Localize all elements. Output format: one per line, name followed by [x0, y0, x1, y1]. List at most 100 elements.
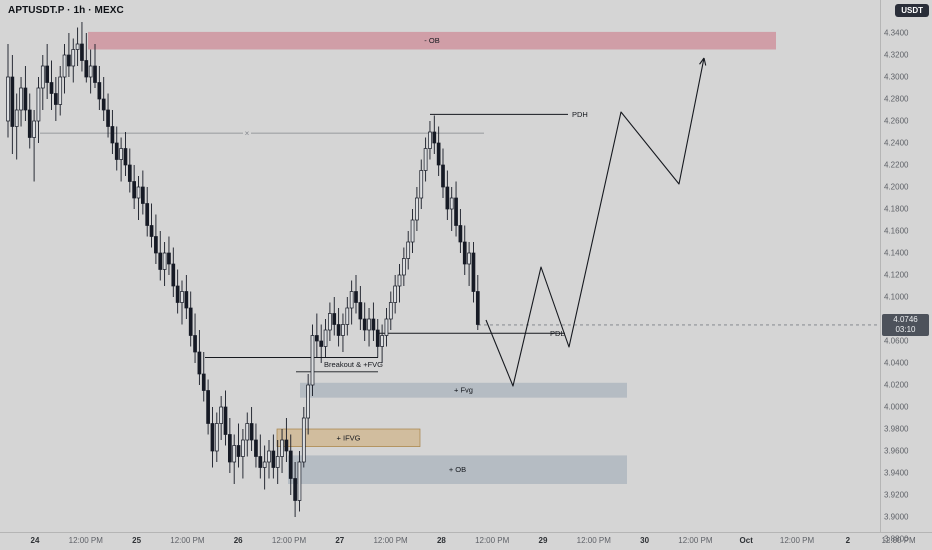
candles-layer [6, 22, 480, 517]
time-tick-label: 12:00 PM [68, 536, 103, 545]
bullish-ob-zone[interactable] [288, 455, 627, 484]
annotations-layer: PDH PDL Breakout & +FVG [324, 110, 588, 369]
price-tick-label: 3.9000 [884, 512, 909, 522]
candle-up [262, 461, 267, 468]
candle-down [27, 109, 32, 138]
time-scale[interactable]: 24 12:00 PM 25 12:00 PM 26 12:00 PM 27 12:00 PM… [0, 533, 932, 550]
candle-down [45, 65, 50, 83]
candle-down [106, 109, 110, 127]
breakout-label[interactable]: Breakout & +FVG [324, 360, 383, 369]
time-tick-label: 12:00 PM [779, 536, 815, 545]
candle-down [101, 98, 106, 111]
price-tick-label: 4.2800 [884, 94, 909, 104]
price-tick-label: 3.8800 [884, 534, 909, 544]
candle-down [175, 285, 180, 303]
candle-down [141, 186, 145, 204]
price-tick-label: 4.1000 [884, 292, 909, 302]
price-tick-label: 3.9200 [884, 490, 909, 500]
bullish-fvg-zone[interactable] [300, 382, 627, 398]
candle-up [310, 335, 315, 386]
candle-down [375, 329, 380, 347]
candle-up [415, 197, 419, 221]
candle-up [75, 43, 80, 50]
candle-down [158, 252, 163, 270]
candle-up [32, 120, 36, 138]
candle-down [371, 318, 376, 331]
candle-down [67, 54, 71, 67]
candle-up [397, 274, 402, 287]
time-tick-label: 24 [30, 536, 40, 545]
candle-up [423, 148, 428, 171]
candle-up [62, 54, 67, 78]
candle-up [6, 76, 10, 122]
price-scale[interactable]: 4.0746 03:10 4.3400 4.3200 4.3000 4.2800 4.2… [881, 0, 932, 550]
candle-up [328, 313, 332, 331]
candle-down [145, 203, 150, 226]
candle-up [345, 307, 350, 325]
price-tick-label: 4.0400 [884, 358, 909, 368]
time-tick-label: 27 [335, 536, 345, 545]
candle-down [49, 82, 54, 94]
bearish-ob-zone[interactable] [88, 31, 776, 50]
price-tick-label: 4.2400 [884, 138, 909, 148]
bearish-ob-zone-label: - OB [424, 36, 439, 45]
time-tick-label: 2 [845, 536, 851, 545]
candle-up [297, 461, 302, 501]
candle-down [332, 313, 337, 325]
time-tick-label: 29 [538, 536, 548, 545]
candle-up [214, 423, 219, 452]
candle-up [410, 219, 415, 243]
candle-up [341, 324, 345, 336]
price-tick-label: 4.1600 [884, 226, 909, 236]
pdl-label[interactable]: PDL [550, 329, 565, 338]
last-price-badge: 4.0746 03:10 [882, 314, 929, 337]
last-price-value: 4.0746 [893, 315, 918, 325]
bullish-fvg-zone-label: + Fvg [454, 386, 473, 395]
candle-up [388, 302, 393, 320]
candle-down [436, 142, 441, 166]
zones-layer: - OB + Fvg + IFVG + OB [88, 31, 776, 484]
price-tick-label: 4.0600 [884, 336, 909, 346]
candle-down [284, 439, 289, 452]
candle-up [219, 406, 223, 424]
candle-down [362, 318, 367, 331]
candle-down [110, 126, 115, 144]
price-tick-label: 3.9600 [884, 446, 909, 456]
candle-down [97, 82, 102, 100]
time-axis-border [0, 532, 932, 533]
candle-down [132, 181, 136, 199]
price-tick-label: 4.1800 [884, 204, 909, 214]
candle-down [445, 186, 450, 210]
symbol-title[interactable]: APTUSDT.P · 1h · MEXC [8, 5, 124, 16]
candle-down [254, 439, 258, 457]
time-tick-label: 28 [436, 536, 446, 545]
bullish-ifvg-zone[interactable] [276, 428, 421, 447]
time-tick-label: 12:00 PM [271, 536, 307, 545]
candle-up [19, 87, 23, 111]
projection-path[interactable] [485, 57, 705, 387]
candle-down [84, 60, 89, 78]
candle-up [384, 318, 389, 336]
time-tick-label: 12:00 PM [373, 536, 408, 545]
candle-up [136, 186, 141, 199]
levels-layer: × [40, 113, 880, 373]
candle-down [114, 142, 119, 160]
price-tick-label: 4.3000 [884, 72, 909, 82]
candle-down [154, 236, 158, 254]
candle-up [402, 258, 406, 276]
candle-down [462, 241, 467, 265]
candle-up [449, 197, 454, 210]
candle-up [301, 417, 306, 463]
candle-down [127, 164, 132, 182]
candle-up [119, 148, 123, 160]
candle-down [171, 263, 176, 287]
candle-down [197, 351, 202, 375]
pdh-label[interactable]: PDH [572, 110, 588, 119]
candle-down [80, 43, 84, 61]
alert-line-close-icon[interactable]: × [245, 129, 250, 138]
candle-down [471, 252, 476, 292]
quote-currency-button[interactable]: USDT [895, 4, 929, 17]
candle-up [58, 76, 63, 105]
